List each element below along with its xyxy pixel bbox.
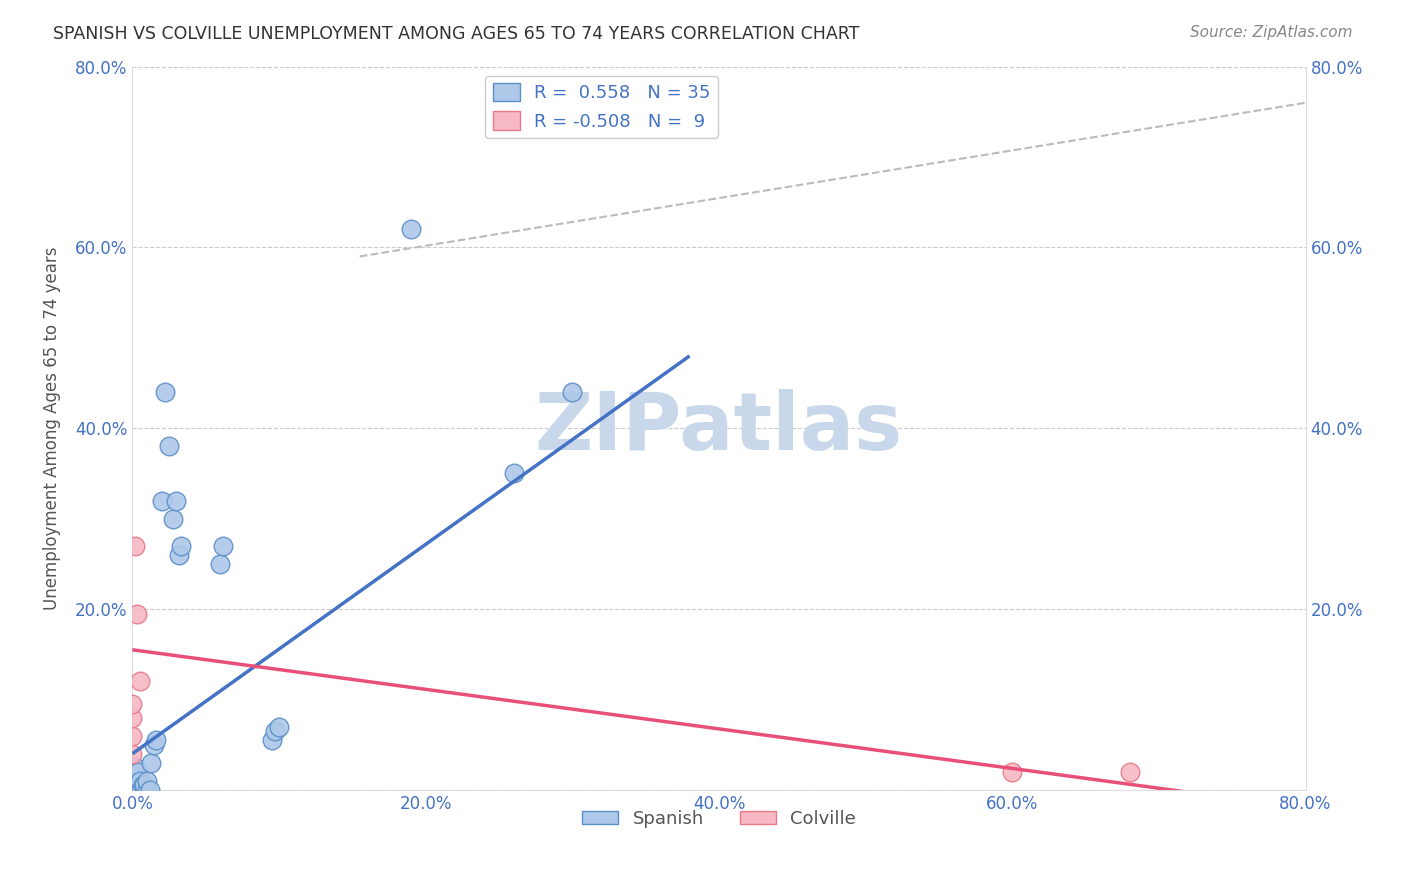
Point	[125, 783, 148, 797]
Point	[141, 756, 163, 770]
Point	[153, 385, 176, 400]
Point	[124, 539, 146, 553]
Point	[502, 467, 524, 481]
Point	[260, 733, 283, 747]
Point	[157, 439, 180, 453]
Point	[1118, 764, 1140, 779]
Point	[561, 385, 583, 400]
Point	[128, 773, 150, 788]
Point	[129, 783, 152, 797]
Point	[139, 783, 162, 797]
Point	[124, 760, 146, 774]
Point	[399, 222, 422, 236]
Point	[121, 697, 143, 711]
Point	[122, 773, 145, 788]
Text: SPANISH VS COLVILLE UNEMPLOYMENT AMONG AGES 65 TO 74 YEARS CORRELATION CHART: SPANISH VS COLVILLE UNEMPLOYMENT AMONG A…	[53, 25, 860, 43]
Point	[128, 783, 150, 797]
Point	[143, 738, 166, 752]
Point	[124, 783, 146, 797]
Point	[121, 710, 143, 724]
Point	[128, 674, 150, 689]
Point	[136, 783, 159, 797]
Point	[170, 539, 193, 553]
Point	[162, 511, 184, 525]
Legend: Spanish, Colville: Spanish, Colville	[575, 803, 863, 835]
Point	[169, 548, 191, 562]
Point	[165, 493, 187, 508]
Text: ZIPatlas: ZIPatlas	[534, 389, 903, 467]
Point	[209, 557, 232, 571]
Point	[132, 778, 155, 792]
Point	[263, 724, 285, 739]
Point	[145, 733, 167, 747]
Point	[267, 720, 290, 734]
Point	[122, 764, 145, 779]
Point	[121, 783, 143, 797]
Point	[125, 607, 148, 621]
Y-axis label: Unemployment Among Ages 65 to 74 years: Unemployment Among Ages 65 to 74 years	[44, 246, 60, 610]
Point	[121, 729, 143, 743]
Point	[127, 773, 149, 788]
Point	[121, 747, 143, 761]
Point	[131, 778, 153, 792]
Point	[212, 539, 235, 553]
Text: Source: ZipAtlas.com: Source: ZipAtlas.com	[1189, 25, 1353, 40]
Point	[136, 773, 159, 788]
Point	[150, 493, 173, 508]
Point	[1001, 764, 1024, 779]
Point	[127, 764, 149, 779]
Point	[132, 783, 155, 797]
